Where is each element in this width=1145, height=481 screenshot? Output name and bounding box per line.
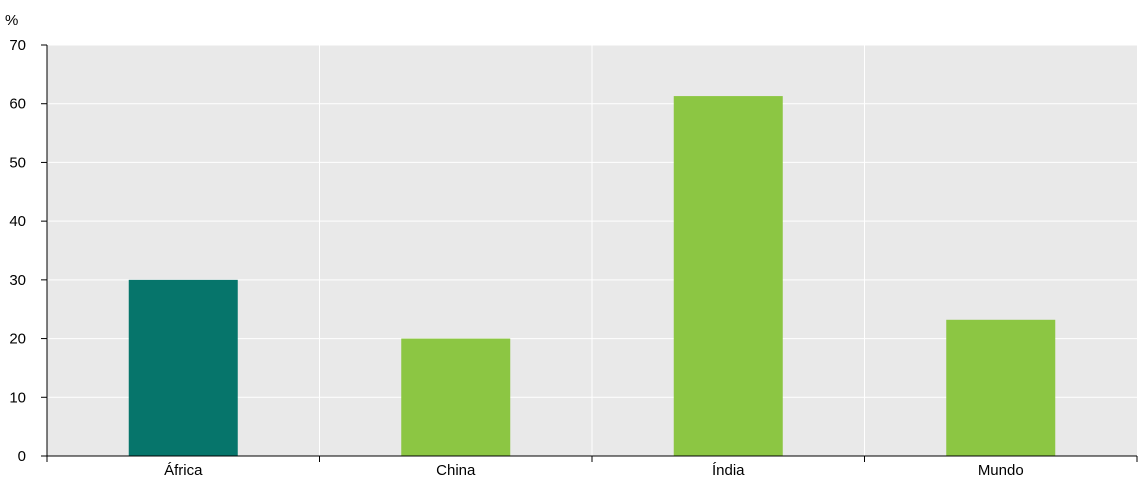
- y-tick-label: 60: [9, 96, 26, 113]
- x-tick-label: África: [164, 462, 203, 479]
- y-tick-label: 30: [9, 272, 26, 289]
- bar-áfrica: [128, 279, 238, 456]
- bar-china: [401, 338, 511, 456]
- x-tick-label: China: [436, 462, 476, 479]
- y-axis-unit-label: %: [5, 12, 18, 29]
- y-tick-label: 40: [9, 213, 26, 230]
- y-tick-label: 20: [9, 331, 26, 348]
- x-axis-ticks: África China Índia Mundo: [46, 456, 1138, 479]
- y-tick-label: 50: [9, 154, 26, 171]
- y-tick-label: 0: [18, 448, 26, 465]
- bar-mundo: [946, 319, 1056, 456]
- x-tick-label: Índia: [712, 462, 745, 479]
- bar-índia: [673, 96, 783, 457]
- y-tick-label: 70: [9, 37, 26, 54]
- y-axis-ticks: 0 10 20 30 40 50 60 70: [9, 37, 47, 465]
- x-tick-label: Mundo: [978, 462, 1024, 479]
- bars: [128, 96, 1056, 457]
- y-tick-label: 10: [9, 389, 26, 406]
